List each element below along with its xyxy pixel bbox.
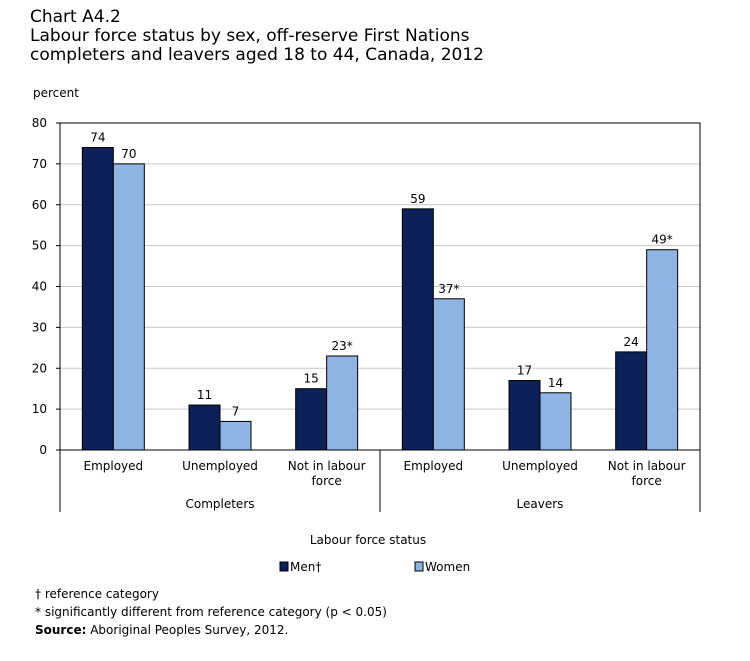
group-label: Leavers [517,497,564,511]
y-axis-label: percent [33,86,79,100]
bar-men [81,147,114,451]
bar-men [615,351,648,451]
chart-title-line-1: Chart A4.2 [30,7,121,27]
data-label: 23* [332,339,353,353]
bar-women [326,355,359,451]
data-label: 14 [548,376,563,390]
category-label: Unemployed [182,459,258,473]
y-tick-label: 40 [32,280,47,294]
bar-women [646,249,679,451]
bar-men [295,388,328,451]
bar-men [188,404,221,451]
data-label: 49* [652,233,673,247]
y-tick-label: 70 [32,157,47,171]
legend-label: Men† [290,560,321,574]
significance-note: * significantly different from reference… [35,605,387,619]
data-label: 7 [232,404,240,418]
reference-note: † reference category [35,587,159,601]
data-label: 24 [624,335,639,349]
data-label: 11 [197,388,212,402]
category-label: force [632,474,662,488]
bar-women [219,420,252,451]
y-tick-label: 80 [32,116,47,130]
data-label: 37* [438,282,459,296]
category-label: Employed [403,459,463,473]
y-tick-label: 60 [32,198,47,212]
category-label: Unemployed [502,459,578,473]
chart-title-line-3: completers and leavers aged 18 to 44, Ca… [30,45,484,65]
data-label: 15 [304,372,319,386]
data-label: 59 [410,192,425,206]
y-tick-label: 10 [32,402,47,416]
category-label: Not in labour [608,459,686,473]
category-label: force [312,474,342,488]
chart-title: Chart A4.2 Labour force status by sex, o… [30,8,730,65]
data-label: 70 [121,147,136,161]
data-label: 74 [90,131,105,145]
category-label: Not in labour [288,459,366,473]
y-tick-label: 0 [39,443,47,457]
source-text: Aboriginal Peoples Survey, 2012. [86,623,289,637]
bar-women [539,392,572,451]
bar-women [432,298,465,451]
source-label: Source: [35,623,87,637]
legend-swatch-women [414,561,424,572]
x-axis-label: Labour force status [310,533,426,547]
legend-label: Women [425,560,470,574]
chart-title-line-2: Labour force status by sex, off-reserve … [30,26,470,46]
legend-swatch-men [279,561,289,572]
bar-men [508,380,541,451]
bar-women [112,163,145,451]
bar-men [401,208,434,451]
y-tick-label: 20 [32,361,47,375]
source-note: Source: Aboriginal Peoples Survey, 2012. [35,621,387,639]
group-label: Completers [185,497,254,511]
bar-chart: percent 0 10 20 30 40 50 60 70 80 74 11 15 59 17 24 70 7 2… [32,86,701,574]
y-tick-label: 50 [32,239,47,253]
data-label: 17 [517,364,532,378]
y-tick-label: 30 [32,320,47,334]
category-label: Employed [83,459,143,473]
chart-notes: † reference category * significantly dif… [35,585,387,639]
